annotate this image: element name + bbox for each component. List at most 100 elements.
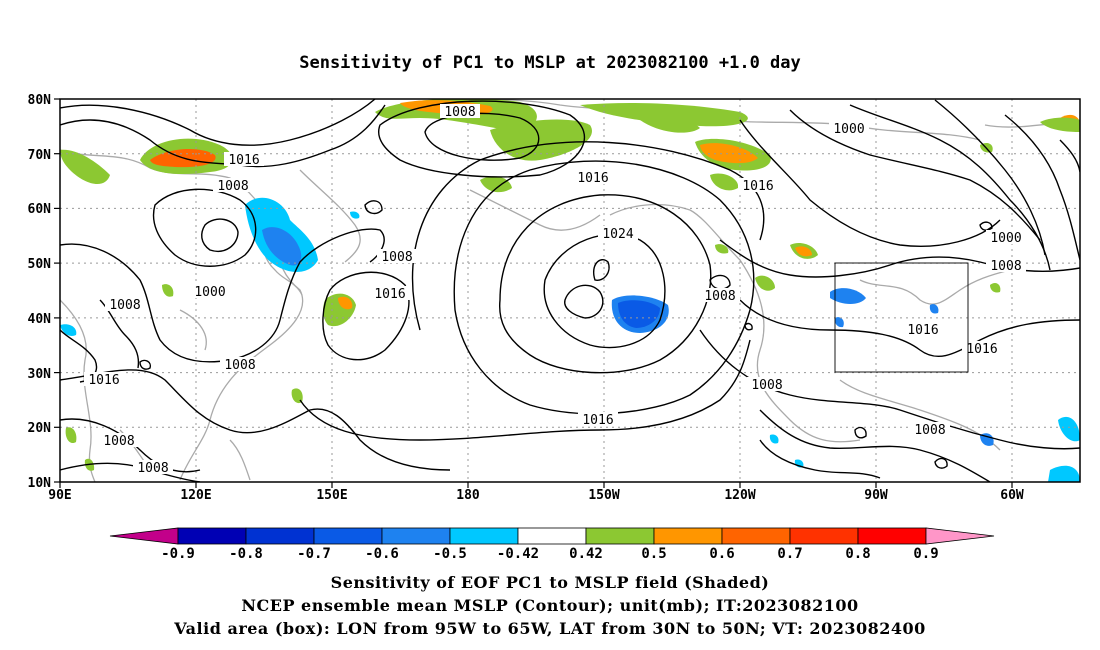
colorbar-segment xyxy=(721,527,791,545)
lon-tick-label: 90W xyxy=(864,488,888,503)
lon-tick-label: 150W xyxy=(588,488,619,503)
lon-tick-label: 120W xyxy=(724,488,755,503)
colorbar-segment xyxy=(177,527,247,545)
valid-area-box xyxy=(834,262,969,373)
contour-label: 1024 xyxy=(598,226,638,242)
contour-label: 1016 xyxy=(224,152,264,168)
svg-text:1008: 1008 xyxy=(444,105,475,120)
svg-text:1016: 1016 xyxy=(966,342,997,357)
colorbar-tick-label: -0.42 xyxy=(497,546,539,562)
contour-label: 1016 xyxy=(578,412,618,428)
lat-tick-label: 60N xyxy=(28,202,52,217)
contour-label: 1000 xyxy=(190,284,230,300)
contour-label: 1008 xyxy=(377,249,417,265)
lat-tick-label: 30N xyxy=(28,367,52,382)
svg-text:1008: 1008 xyxy=(109,298,140,313)
latitude-axis: 80N 70N 60N 50N 40N 30N 20N 10N xyxy=(28,93,60,491)
contour-label: 1016 xyxy=(573,170,613,186)
sensitivity-shading xyxy=(60,99,1080,482)
svg-text:1008: 1008 xyxy=(751,378,782,393)
lat-tick-label: 80N xyxy=(28,93,52,108)
contour-label: 1000 xyxy=(986,230,1026,246)
lon-tick-label: 180 xyxy=(456,488,480,503)
svg-text:1016: 1016 xyxy=(374,287,405,302)
contour-label: 1008 xyxy=(105,297,145,313)
svg-text:1008: 1008 xyxy=(103,434,134,449)
svg-text:1008: 1008 xyxy=(914,423,945,438)
contour-label: 1008 xyxy=(700,288,740,304)
lat-tick-label: 40N xyxy=(28,312,52,327)
lat-tick-label: 70N xyxy=(28,148,52,163)
contour-label: 1008 xyxy=(440,104,480,120)
contour-label: 1008 xyxy=(986,258,1026,274)
lon-tick-label: 120E xyxy=(180,488,211,503)
colorbar-tick-label: 0.5 xyxy=(641,546,666,562)
colorbar: -0.9 -0.8 -0.7 -0.6 -0.5 -0.42 0.42 0.5 0.6 0.7 0.… xyxy=(109,527,995,562)
contour-label: 1008 xyxy=(213,178,253,194)
colorbar-left-arrow xyxy=(109,527,179,545)
colorbar-tick-label: 0.8 xyxy=(845,546,870,562)
caption-line-1: Sensitivity of EOF PC1 to MSLP field (Sh… xyxy=(331,573,770,592)
colorbar-tick-label: -0.7 xyxy=(297,546,331,562)
contour-label: 1008 xyxy=(910,422,950,438)
svg-text:1016: 1016 xyxy=(228,153,259,168)
contour-label: 1016 xyxy=(903,322,943,338)
svg-text:1000: 1000 xyxy=(833,122,864,137)
colorbar-tick-label: -0.5 xyxy=(433,546,467,562)
svg-text:1008: 1008 xyxy=(137,461,168,476)
colorbar-tick-label: 0.7 xyxy=(777,546,802,562)
svg-text:1008: 1008 xyxy=(381,250,412,265)
svg-text:1000: 1000 xyxy=(990,231,1021,246)
map-panel: 1008 1016 1008 1016 1024 1016 1000 1000 … xyxy=(59,98,1081,483)
map-frame xyxy=(59,98,1081,483)
contour-label: 1016 xyxy=(962,341,1002,357)
colorbar-tick-label: 0.9 xyxy=(913,546,938,562)
contour-label: 1008 xyxy=(220,357,260,373)
colorbar-tick-label: 0.6 xyxy=(709,546,734,562)
colorbar-right-arrow xyxy=(925,527,995,545)
colorbar-segment xyxy=(789,527,859,545)
svg-text:1008: 1008 xyxy=(990,259,1021,274)
svg-text:1016: 1016 xyxy=(582,413,613,428)
caption-line-3: Valid area (box): LON from 95W to 65W, L… xyxy=(173,619,926,638)
colorbar-segment xyxy=(313,527,383,545)
colorbar-tick-label: 0.42 xyxy=(569,546,603,562)
svg-text:1008: 1008 xyxy=(704,289,735,304)
caption-line-2: NCEP ensemble mean MSLP (Contour); unit(… xyxy=(241,596,858,615)
contour-label: 1016 xyxy=(738,178,778,194)
lat-tick-label: 10N xyxy=(28,476,52,491)
colorbar-tick-label: -0.8 xyxy=(229,546,263,562)
lat-tick-label: 50N xyxy=(28,257,52,272)
colorbar-segment xyxy=(381,527,451,545)
colorbar-segment xyxy=(449,527,519,545)
contour-label: 1008 xyxy=(747,377,787,393)
map-title: Sensitivity of PC1 to MSLP at 2023082100… xyxy=(299,53,801,73)
colorbar-segment xyxy=(857,527,927,545)
colorbar-segment xyxy=(653,527,723,545)
lon-tick-label: 90E xyxy=(48,488,71,503)
colorbar-segment xyxy=(585,527,655,545)
svg-text:1016: 1016 xyxy=(742,179,773,194)
contour-label: 1008 xyxy=(133,460,173,476)
svg-text:1000: 1000 xyxy=(194,285,225,300)
lon-tick-label: 150E xyxy=(316,488,347,503)
contour-label: 1016 xyxy=(370,286,410,302)
contour-label: 1008 xyxy=(99,433,139,449)
svg-text:1024: 1024 xyxy=(602,227,633,242)
contour-label: 1000 xyxy=(829,121,869,137)
svg-text:1008: 1008 xyxy=(217,179,248,194)
contour-labels: 1008 1016 1008 1016 1024 1016 1000 1000 … xyxy=(84,104,1026,476)
svg-text:1016: 1016 xyxy=(577,171,608,186)
longitude-axis: 90E 120E 150E 180 150W 120W 90W 60W xyxy=(48,482,1024,503)
lat-tick-label: 20N xyxy=(28,421,52,436)
colorbar-segment xyxy=(245,527,315,545)
svg-text:1016: 1016 xyxy=(907,323,938,338)
svg-text:1008: 1008 xyxy=(224,358,255,373)
lon-tick-label: 60W xyxy=(1000,488,1024,503)
svg-text:1016: 1016 xyxy=(88,373,119,388)
colorbar-segment xyxy=(517,527,587,545)
colorbar-tick-label: -0.9 xyxy=(161,546,195,562)
contour-label: 1016 xyxy=(84,372,124,388)
colorbar-tick-label: -0.6 xyxy=(365,546,399,562)
